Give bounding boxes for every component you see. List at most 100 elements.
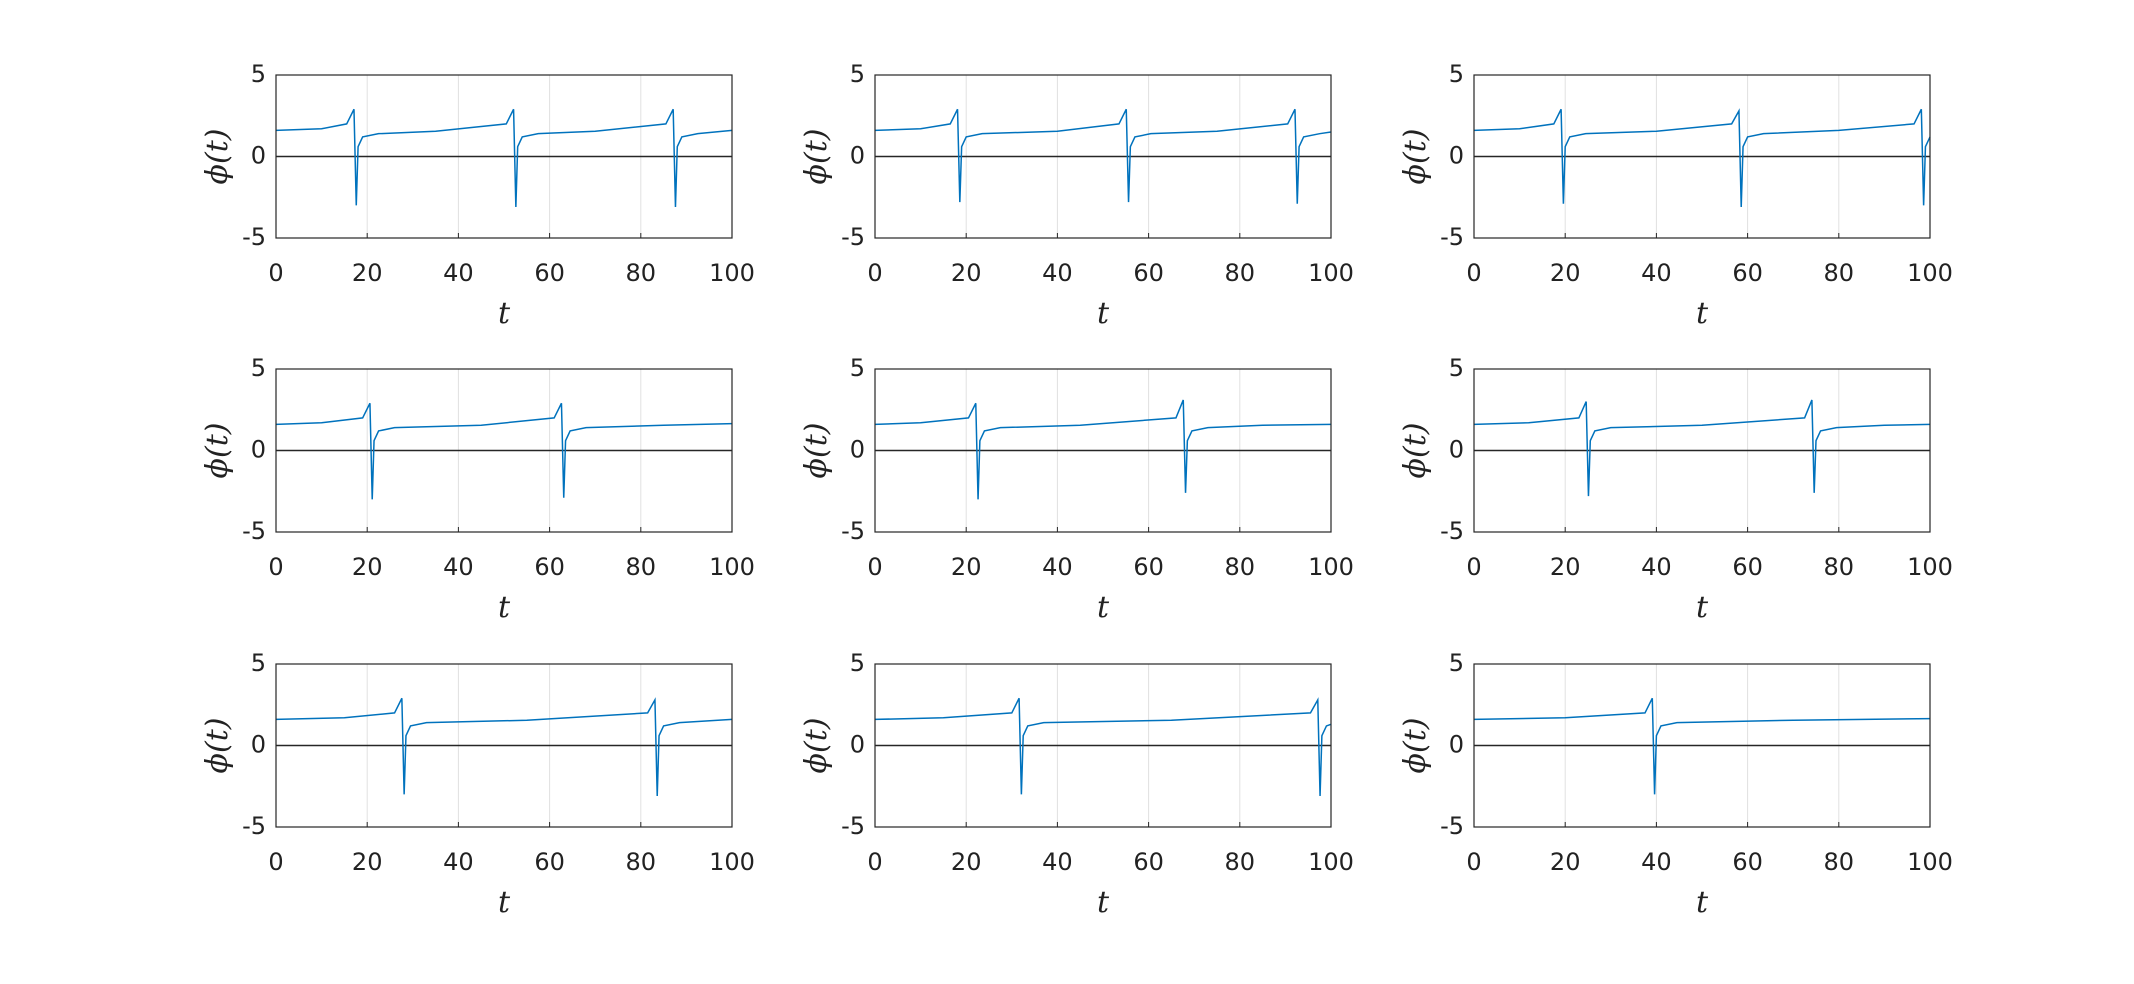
x-tick-label: 80 <box>626 553 657 581</box>
x-tick-label: 60 <box>1133 848 1164 876</box>
axes-box <box>275 74 733 239</box>
y-tick-label: 5 <box>850 354 865 382</box>
x-tick-label: 60 <box>534 259 565 287</box>
x-tick-label: 100 <box>1308 259 1354 287</box>
x-tick-label: 0 <box>1466 259 1481 287</box>
x-axis-label: t <box>1097 590 1110 625</box>
y-tick-label: 0 <box>251 731 266 759</box>
x-tick-label: 20 <box>1550 553 1581 581</box>
x-tick-label: 60 <box>1133 259 1164 287</box>
y-axis-label: ϕ(t) <box>1398 423 1433 479</box>
x-tick-label: 20 <box>951 553 982 581</box>
axes-box <box>275 663 733 828</box>
y-tick-label: -5 <box>1440 223 1464 251</box>
axes-box <box>1473 368 1931 533</box>
axes-box <box>1473 74 1931 239</box>
axes-box <box>874 368 1332 533</box>
x-tick-label: 20 <box>352 553 383 581</box>
x-tick-label: 40 <box>1641 553 1672 581</box>
x-tick-label: 80 <box>626 848 657 876</box>
x-tick-label: 60 <box>534 553 565 581</box>
x-tick-label: 40 <box>1042 553 1073 581</box>
y-tick-label: 5 <box>1449 60 1464 88</box>
data-line <box>1473 399 1931 497</box>
y-tick-label: -5 <box>242 812 266 840</box>
x-tick-label: 100 <box>1907 553 1953 581</box>
x-tick-label: 20 <box>352 259 383 287</box>
y-axis-label: ϕ(t) <box>799 129 834 185</box>
x-tick-label: 20 <box>352 848 383 876</box>
x-tick-label: 60 <box>1732 848 1763 876</box>
x-tick-label: 20 <box>1550 848 1581 876</box>
x-tick-label: 20 <box>1550 259 1581 287</box>
y-axis-label: ϕ(t) <box>200 718 235 774</box>
x-tick-label: 40 <box>1641 259 1672 287</box>
y-tick-label: 0 <box>850 142 865 170</box>
data-line <box>874 399 1332 500</box>
x-tick-label: 80 <box>1225 553 1256 581</box>
y-tick-label: 5 <box>1449 649 1464 677</box>
data-line <box>1473 697 1931 795</box>
y-axis-label: ϕ(t) <box>1398 718 1433 774</box>
x-axis-label: t <box>1696 885 1709 920</box>
x-tick-label: 80 <box>1824 259 1855 287</box>
x-tick-label: 0 <box>268 848 283 876</box>
x-tick-label: 0 <box>1466 848 1481 876</box>
data-line <box>874 108 1332 204</box>
x-tick-label: 60 <box>1732 259 1763 287</box>
axes-box <box>874 74 1332 239</box>
y-axis-label: ϕ(t) <box>200 423 235 479</box>
y-tick-label: 0 <box>850 436 865 464</box>
axes-box <box>275 368 733 533</box>
x-axis-label: t <box>498 885 511 920</box>
x-tick-label: 100 <box>709 259 755 287</box>
x-tick-label: 80 <box>1225 848 1256 876</box>
y-tick-label: -5 <box>841 223 865 251</box>
y-tick-label: 0 <box>251 436 266 464</box>
y-tick-label: -5 <box>242 223 266 251</box>
x-tick-label: 100 <box>709 848 755 876</box>
x-tick-label: 0 <box>867 553 882 581</box>
y-tick-label: 5 <box>850 649 865 677</box>
x-tick-label: 60 <box>1732 553 1763 581</box>
x-tick-label: 100 <box>709 553 755 581</box>
x-tick-label: 0 <box>867 848 882 876</box>
x-tick-label: 60 <box>1133 553 1164 581</box>
x-tick-label: 40 <box>1042 259 1073 287</box>
y-tick-label: 0 <box>850 731 865 759</box>
x-tick-label: 40 <box>1641 848 1672 876</box>
x-tick-label: 40 <box>1042 848 1073 876</box>
x-tick-label: 100 <box>1308 553 1354 581</box>
y-axis-label: ϕ(t) <box>799 423 834 479</box>
x-axis-label: t <box>1696 296 1709 331</box>
y-tick-label: -5 <box>841 517 865 545</box>
data-line <box>1473 108 1931 208</box>
x-tick-label: 80 <box>626 259 657 287</box>
x-tick-label: 40 <box>443 259 474 287</box>
x-tick-label: 80 <box>1824 553 1855 581</box>
y-tick-label: 5 <box>251 60 266 88</box>
x-tick-label: 80 <box>1824 848 1855 876</box>
y-tick-label: -5 <box>242 517 266 545</box>
x-tick-label: 100 <box>1308 848 1354 876</box>
x-axis-label: t <box>1696 590 1709 625</box>
data-line <box>275 402 733 500</box>
data-line <box>275 697 733 797</box>
y-axis-label: ϕ(t) <box>200 129 235 185</box>
y-tick-label: 5 <box>850 60 865 88</box>
y-tick-label: 0 <box>1449 142 1464 170</box>
x-axis-label: t <box>1097 296 1110 331</box>
y-tick-label: 5 <box>1449 354 1464 382</box>
y-axis-label: ϕ(t) <box>1398 129 1433 185</box>
x-tick-label: 100 <box>1907 259 1953 287</box>
x-tick-label: 60 <box>534 848 565 876</box>
x-tick-label: 0 <box>867 259 882 287</box>
x-axis-label: t <box>498 590 511 625</box>
